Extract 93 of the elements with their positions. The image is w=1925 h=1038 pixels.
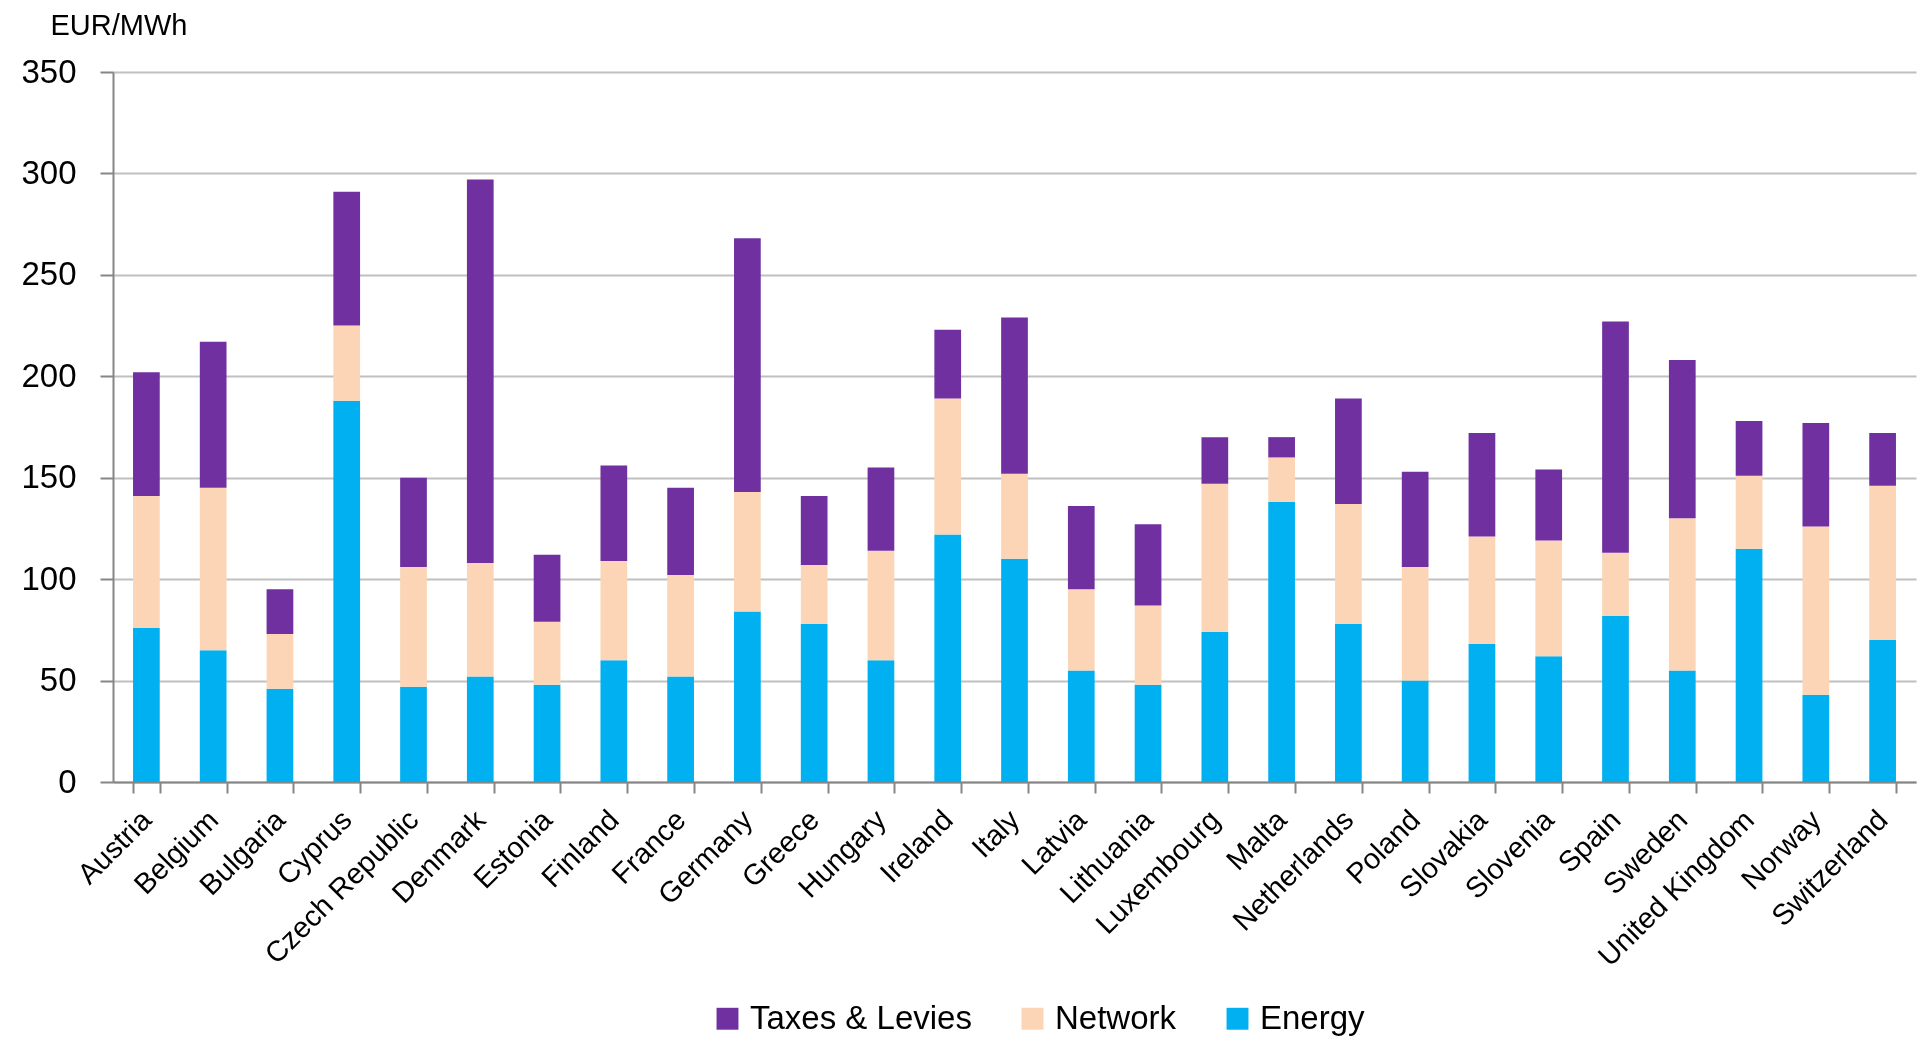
- bar: [1602, 321, 1629, 553]
- bar: [1067, 589, 1095, 671]
- bar: [533, 684, 561, 782]
- y-tick-label: 100: [21, 559, 77, 597]
- y-tick-label: 0: [58, 762, 77, 800]
- bar: [400, 686, 427, 782]
- bar: [199, 650, 227, 782]
- bar: [734, 491, 761, 612]
- bar: [734, 238, 761, 492]
- bar: [1735, 475, 1763, 549]
- bar: [1335, 504, 1362, 624]
- bar: [1668, 518, 1696, 671]
- bar: [667, 676, 694, 782]
- y-tick-label: 350: [21, 52, 77, 90]
- bar: [1067, 670, 1095, 782]
- y-tick-label: 50: [39, 661, 77, 699]
- bar: [333, 325, 361, 401]
- bar: [266, 633, 294, 689]
- bar: [1735, 548, 1763, 782]
- bar: [800, 564, 828, 624]
- bar: [1401, 566, 1429, 681]
- bar: [333, 191, 361, 326]
- y-tick-label: 150: [21, 458, 77, 496]
- bar: [1268, 457, 1295, 503]
- bar: [1001, 317, 1028, 474]
- bar: [1468, 433, 1496, 537]
- bar: [1134, 684, 1162, 782]
- bar: [1535, 540, 1563, 657]
- bar: [1535, 656, 1563, 782]
- bar: [466, 676, 494, 782]
- bar: [133, 495, 160, 628]
- bar: [934, 534, 962, 782]
- bar: [1535, 469, 1563, 541]
- bar: [466, 562, 494, 677]
- bar: [600, 660, 628, 782]
- legend-label: Network: [1055, 998, 1177, 1036]
- legend-label: Taxes & Levies: [750, 998, 972, 1036]
- bar: [1869, 433, 1896, 486]
- bar: [1668, 670, 1696, 782]
- bar: [1001, 558, 1028, 782]
- bar: [266, 589, 294, 634]
- y-axis-title: EUR/MWh: [50, 8, 188, 41]
- bar: [1201, 483, 1229, 632]
- bar: [1201, 437, 1229, 484]
- bar: [1268, 502, 1295, 782]
- bar: [1869, 485, 1896, 640]
- bar: [800, 495, 828, 565]
- bar: [1335, 398, 1362, 505]
- bar: [734, 611, 761, 782]
- bar: [1802, 526, 1830, 695]
- bar: [1468, 536, 1496, 645]
- bar: [466, 179, 494, 563]
- bar: [934, 329, 962, 399]
- bar: [266, 688, 294, 782]
- bar: [1401, 471, 1429, 567]
- bar: [1134, 524, 1162, 606]
- bar: [800, 623, 828, 782]
- y-tick-label: 300: [21, 153, 77, 191]
- bar: [400, 477, 427, 567]
- bar: [1735, 420, 1763, 476]
- bar: [199, 487, 227, 651]
- bar: [1001, 473, 1028, 559]
- bar: [133, 372, 160, 496]
- y-tick-label: 200: [21, 356, 77, 394]
- bar: [1802, 422, 1830, 527]
- legend-label: Energy: [1260, 998, 1366, 1036]
- bar: [199, 341, 227, 488]
- bar: [1602, 615, 1629, 782]
- bar: [1268, 437, 1295, 458]
- bar: [934, 398, 962, 535]
- bar: [1802, 694, 1830, 782]
- bar: [533, 621, 561, 685]
- bar: [600, 560, 628, 661]
- bar: [133, 627, 160, 782]
- bar: [600, 465, 628, 561]
- bar: [1335, 623, 1362, 782]
- bar: [400, 566, 427, 687]
- bar: [333, 400, 361, 782]
- bar: [1869, 640, 1896, 782]
- bar: [1668, 360, 1696, 519]
- bar: [1067, 506, 1095, 590]
- bar: [533, 554, 561, 622]
- bar: [667, 487, 694, 576]
- bar: [867, 550, 895, 661]
- bar: [1134, 605, 1162, 685]
- bar: [667, 575, 694, 677]
- bar: [1401, 680, 1429, 782]
- y-tick-label: 250: [21, 255, 77, 293]
- bar: [1201, 631, 1229, 782]
- bar: [1602, 552, 1629, 616]
- bar: [867, 467, 895, 551]
- bar: [1468, 644, 1496, 782]
- bar: [867, 660, 895, 782]
